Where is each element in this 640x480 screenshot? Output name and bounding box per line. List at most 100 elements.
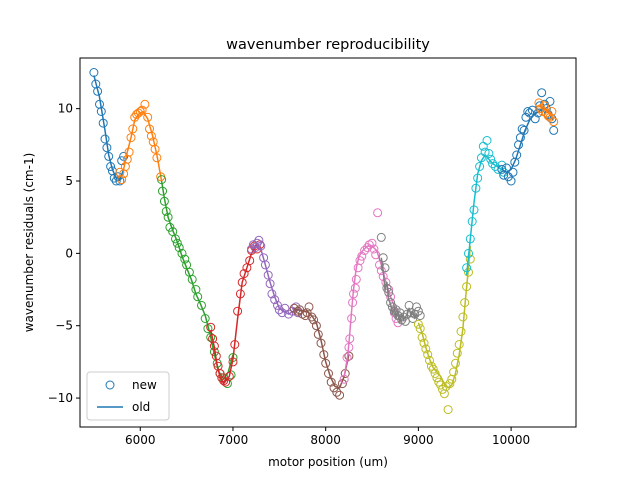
data-point <box>228 357 238 367</box>
data-point <box>206 322 216 332</box>
data-point <box>350 283 360 293</box>
data-point <box>517 124 527 134</box>
y-tick-label: 10 <box>58 102 73 116</box>
data-point <box>382 283 392 293</box>
data-point <box>351 274 361 284</box>
data-point <box>96 107 106 116</box>
data-point <box>506 176 516 186</box>
data-point <box>415 311 425 321</box>
data-point <box>93 86 103 96</box>
data-point <box>146 131 156 141</box>
data-point <box>344 342 354 352</box>
data-point <box>265 279 275 289</box>
data-point <box>177 248 187 258</box>
data-point <box>187 274 197 284</box>
data-point <box>239 269 249 279</box>
data-point <box>462 263 472 273</box>
y-tick-label: 5 <box>65 174 73 188</box>
data-point <box>549 117 559 127</box>
data-point <box>486 154 496 164</box>
data-point <box>335 390 345 400</box>
data-point <box>247 244 256 254</box>
legend: new old <box>86 371 170 421</box>
data-point <box>508 167 518 177</box>
legend-label: new <box>132 378 157 392</box>
data-point <box>355 256 365 266</box>
data-point <box>98 118 108 128</box>
data-point <box>143 112 153 122</box>
data-point <box>402 309 412 319</box>
data-point <box>344 351 354 361</box>
data-point <box>106 162 116 171</box>
data-point <box>349 289 358 299</box>
data-point <box>484 149 494 158</box>
data-point <box>102 143 112 153</box>
data-point <box>159 196 169 206</box>
data-point <box>473 173 483 183</box>
axes-frame <box>79 57 577 428</box>
data-point <box>293 306 303 316</box>
x-tick-label: 8000 <box>310 433 341 447</box>
data-point <box>432 373 442 383</box>
data-point <box>172 238 182 248</box>
data-point <box>413 319 423 329</box>
data-point <box>465 254 475 264</box>
data-point <box>126 133 136 143</box>
data-point <box>348 298 358 308</box>
data-point <box>376 232 386 242</box>
data-point <box>319 350 329 360</box>
data-point <box>451 358 460 368</box>
data-point <box>519 125 529 135</box>
data-point <box>104 151 114 161</box>
data-point <box>454 340 464 349</box>
data-point <box>193 292 203 302</box>
data-point <box>482 136 492 145</box>
data-point <box>150 144 160 154</box>
data-point <box>428 364 438 374</box>
data-point <box>274 305 284 315</box>
data-point <box>443 405 453 415</box>
data-point <box>462 282 472 292</box>
data-point <box>345 334 355 344</box>
legend-label: old <box>132 400 150 414</box>
data-point <box>502 163 511 173</box>
data-point <box>329 383 339 393</box>
data-point <box>417 332 427 342</box>
data-point <box>230 340 240 349</box>
data-point <box>360 246 370 255</box>
series-line <box>292 307 350 389</box>
data-point <box>373 208 383 218</box>
data-point <box>412 302 421 312</box>
data-point <box>530 114 540 124</box>
data-point <box>174 243 184 253</box>
data-point <box>384 287 394 297</box>
data-point <box>311 321 321 331</box>
chart-title: wavenumber reproducibility <box>226 37 430 53</box>
data-point <box>342 353 352 362</box>
data-point <box>307 312 317 322</box>
x-tick-label: 6000 <box>125 433 156 447</box>
data-point <box>386 292 396 302</box>
series-1 <box>115 99 166 185</box>
legend-box <box>86 371 170 421</box>
data-point <box>313 329 323 339</box>
data-point <box>380 263 390 273</box>
plot-area <box>89 68 559 415</box>
data-point <box>245 256 255 266</box>
data-point <box>467 217 477 226</box>
data-point <box>465 234 475 244</box>
data-point <box>219 376 229 386</box>
data-point <box>111 176 121 186</box>
data-point <box>469 205 479 215</box>
data-point <box>419 338 429 348</box>
data-point <box>337 379 347 389</box>
data-point <box>124 147 134 157</box>
data-point <box>115 176 125 186</box>
data-point <box>263 270 273 280</box>
data-point <box>421 344 431 354</box>
data-point <box>425 355 434 365</box>
data-point <box>430 369 440 378</box>
data-point <box>260 260 270 270</box>
data-point <box>250 243 260 253</box>
